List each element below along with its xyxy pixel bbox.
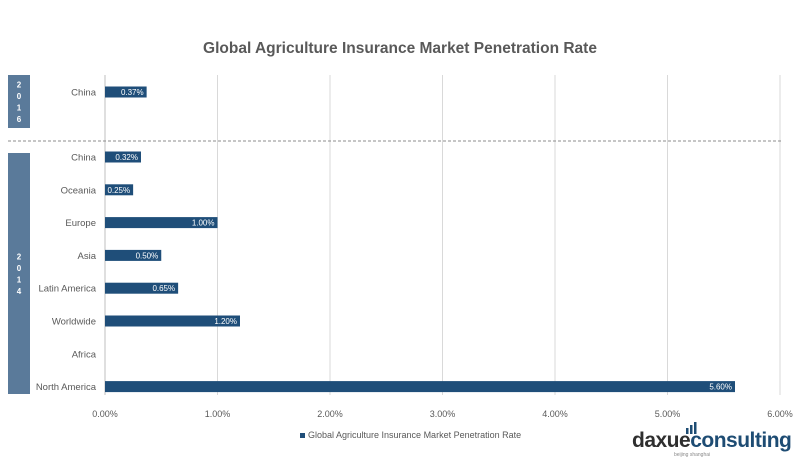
bar (105, 217, 218, 229)
bar (105, 86, 147, 98)
group-band (8, 75, 30, 128)
legend: Global Agriculture Insurance Market Pene… (300, 430, 521, 440)
category-label: Asia (78, 251, 97, 262)
legend-swatch (300, 432, 305, 438)
bar (105, 151, 141, 163)
category-label: China (71, 153, 97, 164)
bar (105, 381, 735, 393)
logo-bars-icon (686, 422, 697, 434)
chart-title: Global Agriculture Insurance Market Pene… (203, 40, 597, 57)
bar-data-label: 0.50% (136, 251, 159, 260)
group-year-char: 2 (17, 80, 22, 89)
category-label: North America (36, 382, 97, 393)
brand-logo: daxueconsulting beijing shanghai (632, 422, 792, 458)
x-tick-label: 1.00% (205, 409, 231, 419)
category-label: China (71, 88, 97, 99)
group-year-char: 4 (17, 287, 22, 296)
brand-tagline: beijing shanghai (674, 452, 711, 458)
bar-data-label: 1.20% (214, 317, 237, 326)
x-tick-label: 0.00% (92, 409, 118, 419)
bar-data-label: 0.25% (107, 186, 130, 195)
brand-name: daxueconsulting (632, 429, 792, 452)
category-label: Latin America (38, 284, 96, 295)
group-year-char: 2 (17, 252, 22, 261)
x-tick-label: 2.00% (317, 409, 343, 419)
x-tick-label: 3.00% (430, 409, 456, 419)
category-label: Africa (72, 349, 97, 360)
bar-data-label: 0.65% (152, 284, 175, 293)
category-label: Europe (65, 218, 96, 229)
category-label: Oceania (61, 185, 97, 196)
group-year-char: 1 (17, 103, 22, 112)
group-band (8, 153, 30, 394)
legend-label: Global Agriculture Insurance Market Pene… (308, 430, 522, 440)
brand-name-part2: consulting (690, 429, 792, 452)
group-year-char: 1 (17, 275, 22, 284)
bar (105, 184, 134, 196)
bar-data-label: 0.37% (121, 88, 144, 97)
group-year-char: 0 (17, 264, 22, 273)
x-tick-label: 4.00% (542, 409, 568, 419)
x-tick-label: 5.00% (655, 409, 681, 419)
bar (105, 282, 179, 294)
bar (105, 249, 162, 261)
bar (105, 315, 240, 327)
bar-data-label: 0.32% (115, 153, 138, 162)
x-tick-label: 6.00% (767, 409, 793, 419)
group-year-char: 0 (17, 92, 22, 101)
brand-name-part1: daxue (632, 429, 691, 452)
bar-data-label: 1.00% (192, 219, 215, 228)
bar-data-label: 5.60% (709, 383, 732, 392)
group-year-char: 6 (17, 115, 22, 124)
category-label: Worldwide (52, 317, 96, 328)
